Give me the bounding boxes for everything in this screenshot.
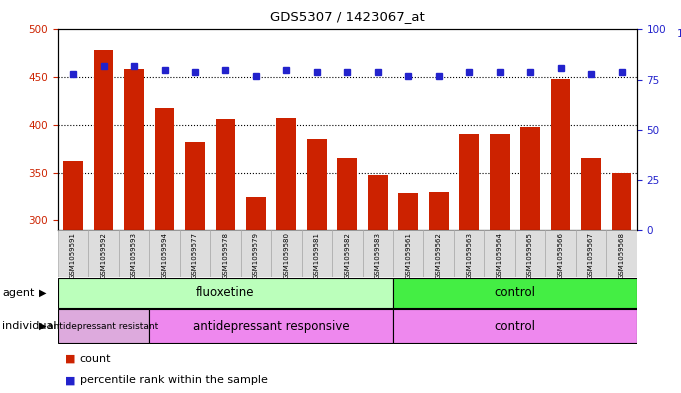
Text: GSM1059581: GSM1059581	[314, 232, 320, 279]
Bar	[576, 230, 606, 277]
Text: ▶: ▶	[39, 288, 47, 298]
Bar	[302, 230, 332, 277]
Text: GSM1059579: GSM1059579	[253, 232, 259, 279]
Bar	[216, 119, 236, 230]
Text: GSM1059580: GSM1059580	[283, 232, 289, 279]
Bar	[393, 278, 637, 308]
Bar	[362, 230, 393, 277]
Bar	[429, 192, 449, 230]
Bar	[58, 278, 393, 308]
Text: agent: agent	[2, 288, 35, 298]
Text: ▶: ▶	[39, 321, 47, 331]
Bar	[118, 230, 149, 277]
Text: GSM1059583: GSM1059583	[375, 232, 381, 279]
Bar	[581, 158, 601, 230]
Bar	[210, 230, 240, 277]
Bar	[58, 309, 149, 343]
Bar	[246, 196, 266, 230]
Bar	[424, 230, 454, 277]
Text: ■: ■	[65, 375, 75, 386]
Bar	[149, 309, 393, 343]
Text: 100%: 100%	[677, 29, 681, 39]
Text: GSM1059593: GSM1059593	[131, 232, 137, 279]
Text: GSM1059592: GSM1059592	[101, 232, 107, 279]
Text: ■: ■	[65, 354, 75, 364]
Bar	[271, 230, 302, 277]
Bar	[58, 230, 89, 277]
Bar	[94, 50, 114, 230]
Bar	[606, 230, 637, 277]
Text: GSM1059578: GSM1059578	[223, 232, 228, 279]
Text: GSM1059565: GSM1059565	[527, 232, 533, 279]
Bar	[551, 79, 571, 230]
Bar	[490, 134, 509, 230]
Text: fluoxetine: fluoxetine	[196, 286, 255, 299]
Text: GSM1059594: GSM1059594	[161, 232, 168, 279]
Text: GSM1059563: GSM1059563	[466, 232, 472, 279]
Bar	[124, 69, 144, 230]
Text: GDS5307 / 1423067_at: GDS5307 / 1423067_at	[270, 10, 425, 23]
Text: count: count	[80, 354, 111, 364]
Bar	[398, 193, 418, 230]
Bar	[180, 230, 210, 277]
Bar	[155, 108, 174, 230]
Text: GSM1059582: GSM1059582	[345, 232, 350, 279]
Bar	[520, 127, 540, 230]
Text: GSM1059564: GSM1059564	[496, 232, 503, 279]
Bar	[612, 173, 631, 230]
Text: antidepressant responsive: antidepressant responsive	[193, 320, 349, 333]
Bar	[332, 230, 362, 277]
Text: GSM1059591: GSM1059591	[70, 232, 76, 279]
Bar	[459, 134, 479, 230]
Bar	[545, 230, 576, 277]
Text: GSM1059562: GSM1059562	[436, 232, 442, 279]
Bar	[454, 230, 484, 277]
Text: GSM1059566: GSM1059566	[558, 232, 564, 279]
Text: GSM1059561: GSM1059561	[405, 232, 411, 279]
Bar	[63, 161, 83, 230]
Text: control: control	[494, 320, 535, 333]
Bar	[149, 230, 180, 277]
Text: individual: individual	[2, 321, 57, 331]
Text: percentile rank within the sample: percentile rank within the sample	[80, 375, 268, 386]
Bar	[240, 230, 271, 277]
Bar	[337, 158, 358, 230]
Text: antidepressant resistant: antidepressant resistant	[48, 322, 159, 331]
Bar	[185, 142, 205, 230]
Bar	[515, 230, 545, 277]
Bar	[307, 139, 327, 230]
Bar	[276, 118, 296, 230]
Bar	[89, 230, 118, 277]
Text: GSM1059567: GSM1059567	[588, 232, 594, 279]
Bar	[393, 230, 424, 277]
Bar	[393, 309, 637, 343]
Bar	[368, 174, 387, 230]
Text: GSM1059568: GSM1059568	[618, 232, 624, 279]
Text: control: control	[494, 286, 535, 299]
Text: GSM1059577: GSM1059577	[192, 232, 198, 279]
Bar	[484, 230, 515, 277]
